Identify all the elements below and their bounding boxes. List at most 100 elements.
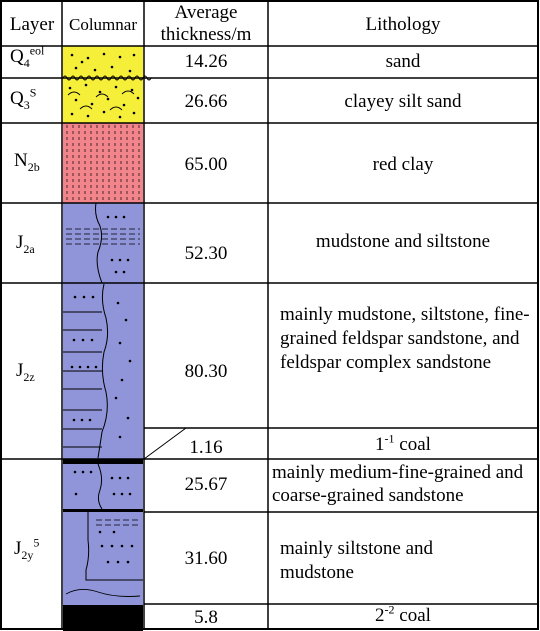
silt-sand-dot [136, 96, 140, 100]
lithology-coal-2-2: 2-2 coal [375, 602, 431, 626]
lithology-q3s: clayey silt sand [344, 91, 462, 112]
j2y-lower-dot [100, 544, 104, 548]
j2a-dot [126, 258, 130, 262]
thickness-coal-1-1: 1.16 [189, 437, 223, 458]
header-columnar: Columnar [69, 15, 137, 34]
j2z-dot [80, 418, 84, 422]
j2a-dot [114, 270, 118, 274]
coal-seam-1-1 [63, 459, 143, 464]
j2a-dot [106, 215, 110, 219]
thickness-j2z: 80.30 [184, 361, 228, 382]
lithology-q4eol: sand [385, 51, 421, 72]
j2y-upper-dot [112, 492, 116, 496]
sand-dot [74, 66, 78, 70]
silt-sand-dot [86, 114, 90, 118]
silt-sand-dot [118, 115, 122, 119]
thickness-q3s: 26.66 [184, 91, 228, 112]
j2y-lower-dot [106, 560, 110, 564]
sandstone-fill [63, 464, 143, 509]
j2y-upper-dot [81, 470, 85, 474]
j2z-dot [128, 359, 132, 363]
silt-wave-mark [79, 105, 93, 110]
silt-wave-mark [95, 93, 109, 98]
silt-wave-mark [67, 91, 81, 96]
j2a-dot [110, 258, 114, 262]
lithology-coal-1-1: 1-1 coal [375, 431, 431, 455]
silt-sand-dot [132, 111, 136, 115]
j2z-contact-line [97, 283, 109, 459]
header-lithology: Lithology [365, 14, 441, 35]
coal-leader-line [143, 427, 187, 460]
j2z-dot [72, 418, 76, 422]
j2y-lower-dot [110, 544, 114, 548]
mudstone-fill-upper [63, 203, 143, 459]
silt-sand-dot [102, 110, 106, 114]
thickness-j2y-lower: 31.60 [184, 548, 228, 569]
lithology-j2y-lower: mainly siltstone and mudstone [280, 538, 434, 583]
header-thickness-line1: Average [174, 2, 238, 23]
j2a-dot [118, 258, 122, 262]
thickness-coal-2-2: 5.8 [194, 607, 218, 628]
thickness-n2b: 65.00 [184, 154, 228, 175]
header-thickness-line2: thickness/m [160, 24, 252, 45]
sand-dot [86, 56, 90, 60]
sand-dot [102, 52, 106, 56]
j2y-upper-contact [97, 463, 103, 510]
lithology-j2a: mudstone and siltstone [315, 231, 491, 252]
j2z-dot [126, 416, 130, 420]
j2y-lower-dot [126, 560, 130, 564]
j2y-lower-wave [65, 589, 141, 597]
j2y-upper-dot [73, 470, 77, 474]
header-layer: Layer [9, 14, 55, 35]
j2z-dot [78, 365, 82, 369]
lithology-j2z: mainly mudstone, siltstone, fine-grained… [280, 304, 530, 373]
j2y-upper-dot [128, 492, 132, 496]
j2y-upper-dot [110, 476, 114, 480]
j2y-lower-dot [112, 530, 116, 534]
j2z-dot [91, 295, 95, 299]
silt-sand-dot [130, 88, 134, 92]
silt-sand-dot [90, 102, 94, 106]
sand-dot [118, 55, 122, 59]
sand-dot [80, 60, 84, 64]
j2y-lower-dot [120, 544, 124, 548]
silt-sand-dot [84, 83, 88, 87]
j2z-dot [94, 365, 98, 369]
j2a-dot [114, 215, 118, 219]
j2a-contact-line [95, 202, 103, 284]
j2z-dot [88, 418, 92, 422]
sand-fill [63, 46, 143, 78]
j2z-dot [114, 396, 118, 400]
j2z-dot [70, 365, 74, 369]
j2z-dot [86, 365, 90, 369]
sand-dot [110, 65, 114, 69]
silt-wave-mark [121, 90, 135, 95]
sand-dot [70, 53, 74, 57]
j2z-dot [90, 338, 94, 342]
sand-dot [128, 69, 132, 73]
silt-wave-mark [109, 106, 123, 111]
silt-sand-dot [122, 103, 126, 107]
j2z-dot [116, 301, 120, 305]
silt-sand-dot [106, 97, 110, 101]
silt-sand-dot [70, 112, 74, 116]
j2y-upper-dot [74, 492, 78, 496]
silt-sand-dot [74, 98, 78, 102]
sand-dot [93, 68, 97, 72]
thickness-j2a: 52.30 [184, 243, 228, 264]
j2y-upper-dot [120, 492, 124, 496]
j2z-dot [118, 341, 122, 345]
j2y-lower-dot [98, 530, 102, 534]
j2z-dot [118, 435, 122, 439]
j2z-dot [72, 338, 76, 342]
layer-label-q3s: Q3S [10, 85, 37, 112]
thickness-j2y-upper: 25.67 [184, 474, 228, 495]
j2y-lower-contact [85, 512, 143, 581]
lithology-j2y-upper: mainly medium-fine-grained and coarse-gr… [272, 462, 524, 506]
siltstone-fill [63, 512, 143, 605]
silt-sand-dot [114, 85, 118, 89]
silt-sand-dot [98, 90, 102, 94]
